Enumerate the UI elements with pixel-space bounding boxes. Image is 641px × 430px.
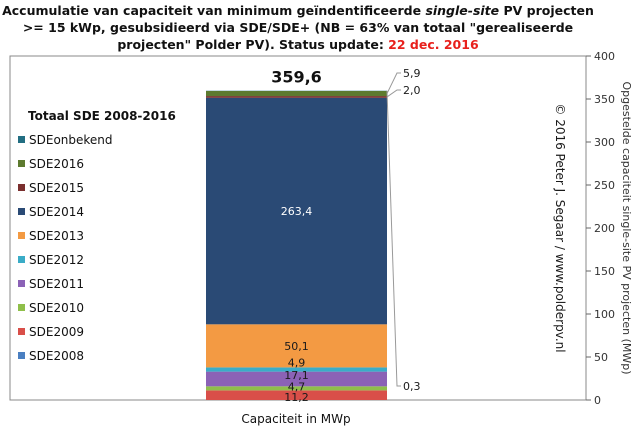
data-label-sde2016: 5,9 <box>403 67 421 80</box>
y-tick-label: 100 <box>594 308 615 321</box>
bar-segment-sde2012 <box>206 367 387 372</box>
y-tick-label: 200 <box>594 222 615 235</box>
data-label-sde2015: 2,0 <box>403 84 421 97</box>
legend-label-sde2014: SDE2014 <box>29 205 84 219</box>
legend-label-sde2010: SDE2010 <box>29 301 84 315</box>
bar-segment-sde2016 <box>206 91 387 97</box>
legend-swatch-sde2012 <box>18 256 25 263</box>
bar-segment-sde2011 <box>206 371 387 387</box>
title-date: 22 dec. 2016 <box>388 37 479 52</box>
y-tick-label: 300 <box>594 136 615 149</box>
legend-title: Totaal SDE 2008-2016 <box>28 109 176 123</box>
legend-swatch-sde2009 <box>18 328 25 335</box>
legend-swatch-sde2010 <box>18 304 25 311</box>
legend-swatch-sde2016 <box>18 160 25 167</box>
bar-segment-sde2015 <box>206 96 387 98</box>
total-label: 359,6 <box>271 68 322 87</box>
legend-label-sde2015: SDE2015 <box>29 181 84 195</box>
legend-label-sde2016: SDE2016 <box>29 157 84 171</box>
y-tick-label: 50 <box>594 351 608 364</box>
y-tick-label: 0 <box>594 394 601 407</box>
y-axis-label: Opgestelde capaciteit single-site PV pro… <box>620 82 633 375</box>
data-label-sde2009: 11,2 <box>284 391 309 404</box>
data-label-sde2013: 50,1 <box>284 340 309 353</box>
chart-title: Accumulatie van capaciteit van minimum g… <box>0 2 596 53</box>
bar-segment-sde2014 <box>206 97 387 325</box>
data-label-sdeonbekend: 0,3 <box>403 380 421 393</box>
y-tick-label: 400 <box>594 50 615 63</box>
title-part2: PV projecten >= 15 kWp, gesubsidieerd vi… <box>22 3 594 52</box>
legend-swatch-sde2014 <box>18 208 25 215</box>
legend-label-sde2013: SDE2013 <box>29 229 84 243</box>
legend-swatch-sde2015 <box>18 184 25 191</box>
legend-label-sde2009: SDE2009 <box>29 325 84 339</box>
legend-label-sde2008: SDE2008 <box>29 349 84 363</box>
data-label-sde2014: 263,4 <box>281 205 313 218</box>
legend-swatch-sde2013 <box>18 232 25 239</box>
y-tick-label: 150 <box>594 265 615 278</box>
legend-label-sde2011: SDE2011 <box>29 277 84 291</box>
bar-segment-sde2010 <box>206 386 387 391</box>
title-italic: single-site <box>425 3 500 18</box>
callout-line-sde2015 <box>386 89 401 98</box>
legend-swatch-sdeonbekend <box>18 136 25 143</box>
callout-line-sdeonbekend <box>386 90 401 387</box>
legend-swatch-sde2011 <box>18 280 25 287</box>
legend-label-sdeonbekend: SDEonbekend <box>29 133 113 147</box>
data-label-sde2010: 4,7 <box>288 380 306 393</box>
copyright-watermark: © 2016 Peter J. Segaar / www.polderpv.nl <box>553 103 567 352</box>
y-tick-label: 350 <box>594 93 615 106</box>
data-label-sde2012: 4,9 <box>288 357 306 370</box>
data-label-sde2011: 17,1 <box>284 369 309 382</box>
bar-segment-sde2013 <box>206 324 387 368</box>
y-tick-label: 250 <box>594 179 615 192</box>
legend-label-sde2012: SDE2012 <box>29 253 84 267</box>
legend-swatch-sde2008 <box>18 352 25 359</box>
title-part1: Accumulatie van capaciteit van minimum g… <box>2 3 426 18</box>
bar-segment-sde2009 <box>206 390 387 400</box>
callout-line-sde2016 <box>386 72 401 94</box>
x-axis-label: Capaciteit in MWp <box>241 412 350 426</box>
